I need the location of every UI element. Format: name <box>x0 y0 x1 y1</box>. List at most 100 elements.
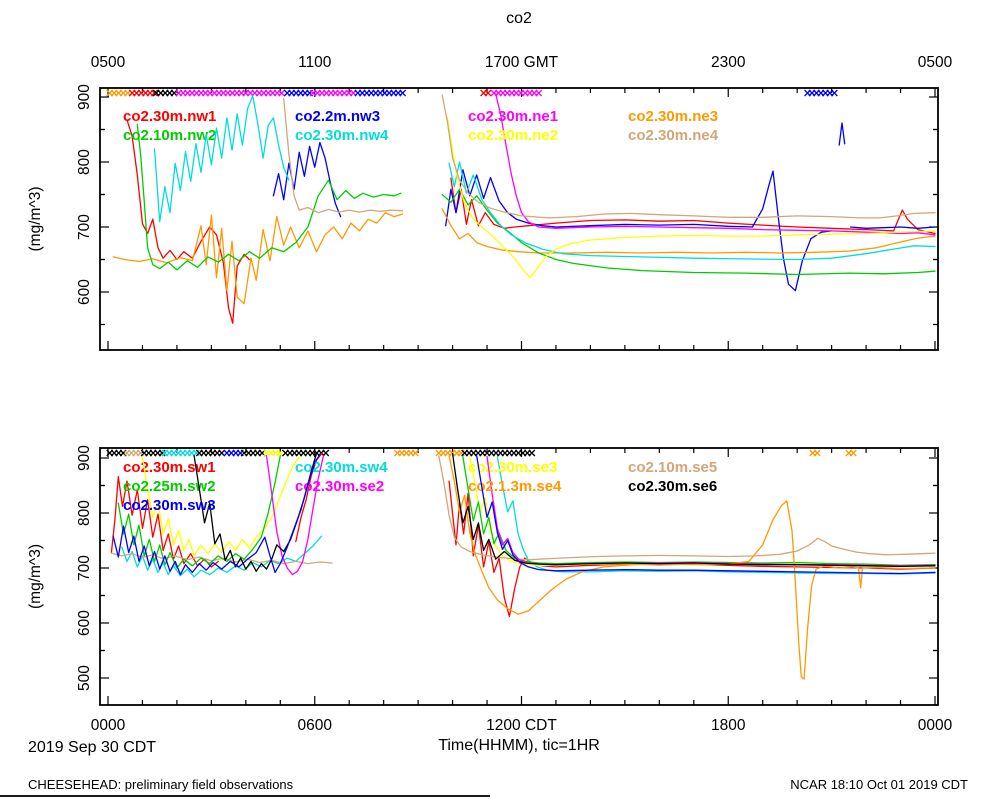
y-axis-ticks <box>100 457 938 679</box>
x-tick-label: 1100 <box>298 54 332 71</box>
legend-co2.10m.se5: co2.10m.se5 <box>628 459 717 476</box>
series-line <box>438 455 936 561</box>
series-line <box>462 456 936 566</box>
series-co2.30m.ne3 <box>112 208 936 305</box>
flag-marker <box>151 89 158 97</box>
y-axis-caption: (mg/m^3) <box>27 187 44 252</box>
series-co2.10m.nw2 <box>136 123 936 276</box>
series-line <box>496 456 936 575</box>
x-tick-label: 1200 CDT <box>486 717 557 734</box>
flag-marker <box>830 89 838 97</box>
series-line <box>153 95 290 223</box>
series-line <box>117 455 281 569</box>
series-line <box>126 119 250 324</box>
x-tick-label: 0000 <box>91 717 126 734</box>
legend-co2.30m.ne1: co2.30m.ne1 <box>468 108 558 125</box>
legend-co2.2m.nw3: co2.2m.nw3 <box>295 108 380 125</box>
series-co2.10m.se5 <box>110 455 936 565</box>
y-tick-label: 600 <box>76 610 93 636</box>
legend-co2.30m.ne2: co2.30m.ne2 <box>468 127 558 144</box>
plot-frame <box>99 447 939 706</box>
y-tick-label: 500 <box>76 665 93 691</box>
y-tick-label: 900 <box>76 84 93 110</box>
x-tick-label: 2300 <box>711 54 746 71</box>
flag-marker <box>158 449 166 457</box>
series-line <box>495 93 936 236</box>
legend-co2.30m.nw4: co2.30m.nw4 <box>295 127 389 144</box>
series-co2.30m.ne1 <box>495 93 936 236</box>
series-line <box>441 208 936 254</box>
x-tick-label: 0500 <box>91 54 126 71</box>
y-tick-label: 700 <box>76 214 93 240</box>
footer-timestamp: NCAR 18:10 Oct 01 2019 CDT <box>790 777 968 792</box>
series-line <box>272 141 342 218</box>
series-line <box>110 552 333 565</box>
legend-co2.30m.se6: co2.30m.se6 <box>628 478 717 495</box>
legend-co2.1.3m.se4: co2.1.3m.se4 <box>468 478 562 495</box>
series-line <box>450 177 936 235</box>
top-panel: 0500 1100 1700 GMT 2300 0500 600 700 800 900 (mg/… <box>27 54 953 351</box>
chart-title: co2 <box>506 10 532 27</box>
x-axis-caption: Time(HHMM), tic=1HR <box>438 737 600 754</box>
series-co2.30m.ne4 <box>283 94 936 219</box>
series-co2.30m.ne2 <box>446 117 936 279</box>
footer-project-note: CHEESEHEAD: preliminary field observatio… <box>28 777 294 792</box>
flag-marker <box>322 449 330 457</box>
series-line <box>448 480 936 618</box>
bottom-edge-line <box>0 795 490 797</box>
x-tick-label: 0000 <box>918 717 953 734</box>
series-line <box>112 454 321 576</box>
flag-marker <box>218 449 226 457</box>
series-line <box>441 188 936 276</box>
x-tick-label: 0500 <box>918 54 953 71</box>
series-line <box>141 456 300 557</box>
legend-co2.30m.sw4: co2.30m.sw4 <box>295 459 388 476</box>
x-tick-label: 0600 <box>298 717 333 734</box>
series-line <box>476 455 936 575</box>
flag-marker <box>484 89 492 97</box>
flag-marker <box>528 449 536 457</box>
series-line <box>136 123 402 271</box>
bottom-panel: 0000 0600 1200 CDT 1800 0000 500 600 700 800 900 (… <box>27 445 953 734</box>
y-tick-label: 800 <box>76 149 93 175</box>
flag-marker <box>849 449 857 457</box>
x-tick-label: 1700 GMT <box>485 54 559 71</box>
series-line <box>445 169 833 292</box>
legend-co2.25m.sw2: co2.25m.sw2 <box>123 478 216 495</box>
series-co2.1.3m.se4 <box>448 455 936 680</box>
x-tick-label: 1800 <box>711 717 746 734</box>
legend-co2.30m.se2: co2.30m.se2 <box>295 478 384 495</box>
flag-markers <box>106 89 838 97</box>
flag-marker <box>278 89 286 97</box>
series-line <box>110 476 219 568</box>
date-label: 2019 Sep 30 CDT <box>28 739 157 756</box>
flag-markers <box>106 449 857 457</box>
legend-co2.10m.nw2: co2.10m.nw2 <box>123 127 216 144</box>
series-line <box>265 455 325 576</box>
series-line <box>448 455 936 680</box>
legend-co2.30m.sw1: co2.30m.sw1 <box>123 459 216 476</box>
flag-marker <box>411 449 419 457</box>
flag-marker <box>535 89 543 97</box>
legend-co2.30m.ne4: co2.30m.ne4 <box>628 127 719 144</box>
series-line <box>112 212 404 305</box>
y-tick-label: 700 <box>76 555 93 581</box>
series-co2.30m.nw1 <box>126 119 936 324</box>
y-axis-caption: (mg/m^3) <box>27 544 44 609</box>
legend-co2.30m.ne3: co2.30m.ne3 <box>628 108 718 125</box>
series-line <box>283 97 404 214</box>
flag-marker <box>813 449 821 457</box>
flag-marker <box>276 449 284 457</box>
flag-marker <box>192 449 200 457</box>
y-tick-label: 800 <box>76 500 93 526</box>
plot-frame <box>99 87 939 351</box>
series-line <box>441 94 936 219</box>
y-tick-label: 900 <box>76 445 93 471</box>
series-line <box>446 117 936 279</box>
series-co2.25m.sw2 <box>117 455 936 569</box>
legend-co2.30m.se3: co2.30m.se3 <box>468 459 557 476</box>
flag-marker <box>399 89 407 97</box>
series-co2.30m.sw3 <box>112 454 936 576</box>
